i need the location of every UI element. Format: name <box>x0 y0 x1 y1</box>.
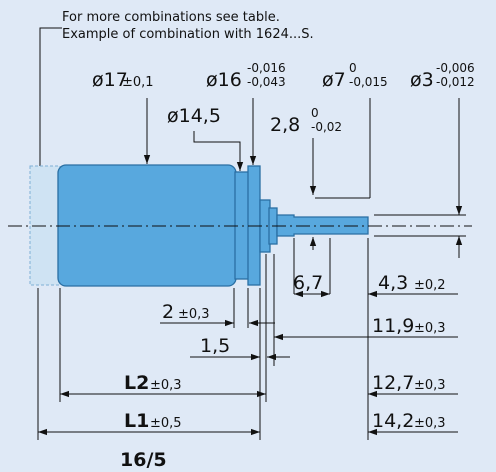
l14-2-value: 14,2 <box>372 410 414 432</box>
d16-tol-lower: -0,043 <box>247 75 286 89</box>
d7-tol-lower: -0,015 <box>349 75 388 89</box>
l14-2-tol: ±0,3 <box>414 416 446 431</box>
l2-8-tol-lower: -0,02 <box>311 120 342 134</box>
L2-tol: ±0,3 <box>150 378 182 393</box>
d7-tol-upper: 0 <box>349 61 357 75</box>
l2-8-value: 2,8 <box>270 114 300 136</box>
page-label: 16/5 <box>120 449 167 471</box>
note-line-1: For more combinations see table. <box>62 10 280 25</box>
d14-5-value: ø14,5 <box>167 105 221 127</box>
l4-3-value: 4,3 <box>378 272 408 294</box>
L2-value: L2 <box>124 372 149 394</box>
d16-tol-upper: -0,016 <box>247 61 286 75</box>
note-line-2: Example of combination with 1624...S. <box>62 27 314 42</box>
l2-8-tol-upper: 0 <box>311 106 319 120</box>
L1-tol: ±0,5 <box>150 416 182 431</box>
d17-value: ø17 <box>92 69 128 91</box>
d3-tol-upper: -0,006 <box>436 61 475 75</box>
d3-value: ø3 <box>410 69 434 91</box>
l6-7-value: 6,7 <box>293 272 323 294</box>
l2-value: 2 <box>162 301 174 323</box>
L1-value: L1 <box>124 410 149 432</box>
l11-9-tol: ±0,3 <box>414 321 446 336</box>
d16-value: ø16 <box>206 69 242 91</box>
l4-3-tol: ±0,2 <box>414 278 446 293</box>
d14-5-leader <box>193 131 244 171</box>
l1-5-value: 1,5 <box>200 335 230 357</box>
l2-tol: ±0,3 <box>178 307 210 322</box>
l11-9-value: 11,9 <box>372 315 414 337</box>
note-leader-line <box>39 27 62 166</box>
l12-7-value: 12,7 <box>372 372 414 394</box>
d7-value: ø7 <box>322 69 346 91</box>
d17-tol: ±0,1 <box>122 75 154 90</box>
l12-7-tol: ±0,3 <box>414 378 446 393</box>
d3-tol-lower: -0,012 <box>436 75 475 89</box>
